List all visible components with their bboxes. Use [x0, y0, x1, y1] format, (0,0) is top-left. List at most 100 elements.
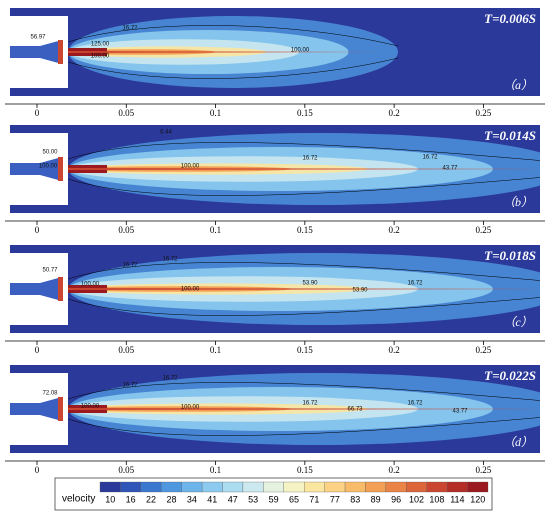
contour-label: 100.00 [181, 405, 200, 411]
contour-label: 125.00 [91, 42, 110, 48]
panel: T=0.014S （b） 6.44 50.00 100.00 100.00 16.72 16.… [5, 125, 545, 235]
colorbar-swatch [385, 481, 407, 493]
colorbar-tick-label: 16 [126, 494, 136, 504]
contour-label: 72.08 [42, 391, 58, 397]
colorbar-swatch [283, 481, 305, 493]
nozzle-tip [58, 277, 63, 301]
colorbar-tick-label: 22 [146, 494, 156, 504]
jet-streak [62, 288, 540, 290]
jet-streak [62, 168, 540, 170]
colorbar-swatch [222, 481, 244, 493]
contour-line [67, 177, 540, 196]
field [62, 133, 540, 205]
contour-label: 66.73 [347, 407, 363, 413]
contour-label: 16.72 [122, 263, 138, 269]
contour-label: 16.72 [302, 156, 318, 162]
contour-label: 6.44 [160, 130, 172, 136]
contour-line [67, 297, 540, 316]
colorbar-tick-label: 102 [409, 494, 424, 504]
panel-label: （c） [503, 315, 532, 329]
colorbar-swatch [447, 481, 468, 493]
x-tick-label: 0.15 [297, 465, 313, 475]
contour-line [67, 142, 540, 161]
panel-title: T=0.022S [484, 368, 536, 383]
panel-label: （d） [503, 435, 533, 449]
panel: T=0.006S （a） 56.97 16.72 125.00 100.00 100.00 0… [5, 8, 545, 118]
colorbar-swatch [99, 481, 121, 493]
nozzle-tip [58, 397, 63, 421]
contour-line [67, 417, 540, 436]
field [62, 16, 399, 88]
colorbar-tick-label: 89 [371, 494, 381, 504]
x-tick-label: 0.2 [388, 108, 399, 118]
contour-label: 16.72 [122, 26, 138, 32]
colorbar-tick-label: 83 [350, 494, 360, 504]
contour-label: 16.72 [162, 376, 178, 382]
colorbar-swatch [344, 481, 366, 493]
colorbar-swatch [181, 481, 203, 493]
field [62, 253, 540, 325]
nozzle [10, 40, 62, 64]
x-tick-label: 0.15 [297, 225, 313, 235]
x-tick-label: 0.1 [210, 465, 221, 475]
colorbar-swatch [161, 481, 182, 493]
contour-label: 16.72 [407, 401, 423, 407]
panel-title: T=0.006S [484, 11, 536, 26]
jet-streak [62, 51, 382, 53]
contour-label: 100.00 [81, 404, 100, 410]
jet-streak [62, 408, 540, 410]
x-tick-label: 0 [35, 225, 40, 235]
contour-line [67, 57, 399, 79]
panel: T=0.018S （c） 16.72 16.72 50.77 100.00 100.00 53… [5, 245, 545, 355]
x-tick-label: 0.15 [297, 345, 313, 355]
colorbar-tick-label: 34 [187, 494, 197, 504]
contour-label: 50.77 [42, 268, 58, 274]
contour-label: 100.00 [181, 164, 200, 170]
contour-line [67, 382, 540, 401]
x-tick-label: 0.1 [210, 345, 221, 355]
colorbar-tick-label: 114 [450, 494, 464, 504]
nozzle-tip [58, 40, 63, 64]
contour-label: 53.90 [302, 281, 318, 287]
panel-label: （b） [503, 195, 533, 209]
colorbar-tick-label: 108 [429, 494, 444, 504]
contour-label: 100.00 [181, 287, 200, 293]
contour-label: 16.72 [162, 257, 178, 263]
contour-label: 100.00 [91, 54, 110, 60]
colorbar-swatch [304, 481, 325, 493]
colorbar-swatch [201, 481, 223, 493]
nozzle [10, 277, 62, 301]
contour-line [67, 262, 540, 281]
x-tick-label: 0 [35, 465, 40, 475]
contour-label: 100.00 [39, 164, 58, 170]
colorbar-tick-label: 59 [269, 494, 279, 504]
contour-label: 50.00 [42, 150, 58, 156]
contour-label: 100.00 [291, 48, 310, 54]
colorbar-swatch [324, 481, 346, 493]
colorbar-tick-label: 41 [207, 494, 217, 504]
colorbar-swatch [426, 481, 448, 493]
contour-label: 16.72 [302, 401, 318, 407]
x-tick-label: 0.05 [118, 225, 134, 235]
contour-line [67, 25, 399, 47]
x-tick-label: 0.25 [476, 108, 492, 118]
panel: T=0.022S （d） 16.72 16.72 72.08 100.00 100.00 16… [5, 365, 545, 475]
contour-label: 43.77 [442, 166, 458, 172]
colorbar-tick-label: 120 [470, 494, 485, 504]
contour-label: 16.72 [422, 155, 438, 161]
contour-label: 53.90 [352, 288, 368, 294]
x-tick-label: 0.05 [118, 108, 134, 118]
x-tick-label: 0.2 [388, 345, 399, 355]
colorbar-swatch [365, 481, 387, 493]
x-tick-label: 0.1 [210, 108, 221, 118]
colorbar-tick-label: 65 [289, 494, 299, 504]
field [62, 373, 540, 445]
colorbar-swatch [406, 481, 427, 493]
x-tick-label: 0.2 [388, 465, 399, 475]
contour-label: 43.77 [452, 409, 468, 415]
x-tick-label: 0 [35, 345, 40, 355]
x-tick-label: 0.05 [118, 345, 134, 355]
colorbar-swatch [242, 481, 264, 493]
colorbar-swatch [120, 481, 141, 493]
